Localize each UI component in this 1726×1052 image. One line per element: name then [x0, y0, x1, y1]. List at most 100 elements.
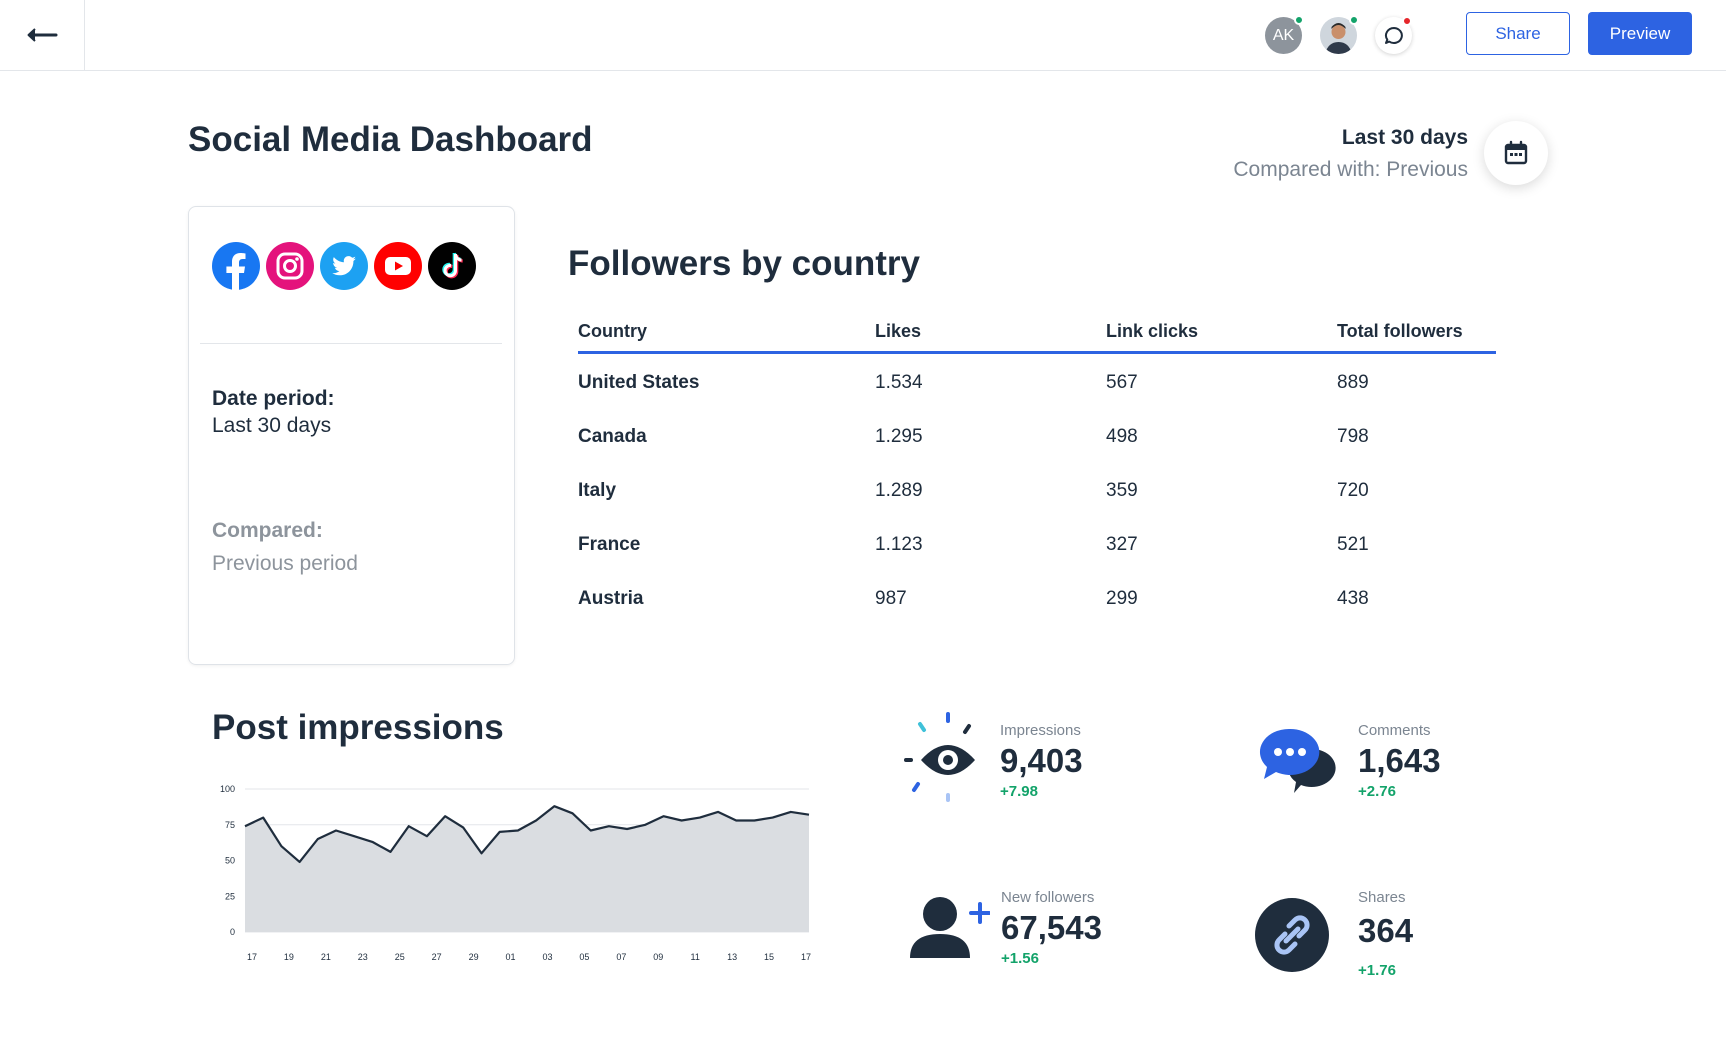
x-tick-label: 21 [321, 952, 331, 962]
top-bar: AK Share Preview [0, 0, 1726, 71]
instagram-icon[interactable] [266, 242, 314, 290]
kpi-value: 1,643 [1358, 742, 1441, 779]
cell-total-followers: 521 [1337, 534, 1369, 555]
back-button[interactable] [0, 0, 85, 70]
x-tick-label: 09 [653, 952, 663, 962]
y-tick-label: 50 [225, 856, 235, 866]
column-header-total-followers: Total followers [1337, 321, 1463, 341]
social-network-icons [212, 242, 476, 290]
cell-total-followers: 720 [1337, 480, 1369, 501]
cell-likes: 1.289 [875, 480, 923, 501]
cell-country: Canada [578, 426, 647, 447]
kpi-label: Comments [1358, 722, 1431, 739]
kpi-label: New followers [1001, 889, 1095, 906]
impressions-section-title: Post impressions [212, 708, 504, 747]
tiktok-icon[interactable] [428, 242, 476, 290]
chat-bubbles-icon [1259, 728, 1336, 793]
kpi-change: +1.76 [1358, 962, 1396, 979]
presence-online-indicator [1349, 15, 1359, 25]
cell-link-clicks: 327 [1106, 534, 1138, 555]
compared-label: Compared: [212, 519, 323, 542]
cell-likes: 1.295 [875, 426, 923, 447]
series-line [244, 805, 810, 864]
x-tick-label: 07 [616, 952, 626, 962]
y-tick-label: 100 [220, 784, 235, 794]
date-period-value: Last 30 days [212, 414, 332, 437]
cell-total-followers: 798 [1337, 426, 1369, 447]
series-area [245, 806, 809, 932]
table-row: Canada 1.295 498 798 [578, 408, 1496, 462]
kpi-change: +1.56 [1001, 950, 1039, 967]
avatar-initials: AK [1272, 26, 1295, 44]
x-tick-label: 19 [284, 952, 294, 962]
x-tick-label: 27 [432, 952, 442, 962]
page-title: Social Media Dashboard [188, 120, 593, 159]
cell-link-clicks: 498 [1106, 426, 1138, 447]
facebook-icon[interactable] [212, 242, 260, 290]
chat-bubble-icon [1384, 26, 1403, 44]
filter-card: Date period: Last 30 days Compared: Prev… [188, 206, 515, 665]
table-row: France 1.123 327 521 [578, 516, 1496, 570]
cell-total-followers: 889 [1337, 372, 1369, 393]
kpi-value: 9,403 [1000, 742, 1083, 779]
link-icon [1255, 898, 1329, 972]
kpi-new-followers: New followers 67,543 +1.56 [900, 880, 1200, 980]
twitter-icon[interactable] [320, 242, 368, 290]
x-tick-label: 01 [506, 952, 516, 962]
kpi-change: +7.98 [1000, 783, 1038, 800]
table-row: United States 1.534 567 889 [578, 354, 1496, 408]
date-range-title: Last 30 days [1341, 126, 1468, 149]
followers-section-title: Followers by country [568, 244, 920, 283]
avatar-user-photo[interactable] [1320, 15, 1359, 54]
kpi-impressions: Impressions 9,403 +7.98 [900, 712, 1200, 812]
avatar-ak[interactable]: AK [1265, 15, 1304, 54]
kpi-comments: Comments 1,643 +2.76 [1258, 712, 1558, 812]
kpi-shares: Shares 364 +1.76 [1255, 880, 1555, 990]
x-tick-label: 29 [469, 952, 479, 962]
post-impressions-chart: 0 25 50 75 100 17 19 21 23 25 27 29 01 03 05 07 09 11 13 15… [220, 784, 811, 962]
eye-icon [904, 712, 975, 802]
add-user-icon [910, 897, 990, 958]
preview-button[interactable]: Preview [1588, 12, 1692, 55]
x-tick-label: 11 [691, 952, 700, 962]
cell-likes: 1.123 [875, 534, 923, 555]
kpi-value: 67,543 [1001, 909, 1102, 946]
table-row: Italy 1.289 359 720 [578, 462, 1496, 516]
calendar-button[interactable] [1484, 121, 1548, 185]
column-header-likes: Likes [875, 321, 922, 341]
y-tick-label: 0 [230, 927, 235, 937]
calendar-icon [1504, 140, 1528, 165]
share-button[interactable]: Share [1466, 12, 1570, 55]
cell-likes: 987 [875, 588, 907, 609]
x-tick-label: 05 [579, 952, 589, 962]
x-tick-label: 25 [395, 952, 405, 962]
y-tick-label: 25 [225, 891, 235, 901]
presence-online-indicator [1294, 15, 1304, 25]
cell-link-clicks: 359 [1106, 480, 1138, 501]
table-header: Country Likes Link clicks Total follower… [578, 316, 1496, 354]
x-tick-label: 17 [801, 952, 811, 962]
cell-country: Italy [578, 480, 617, 501]
compared-value: Previous period [212, 552, 358, 575]
kpi-value: 364 [1358, 912, 1414, 949]
cell-total-followers: 438 [1337, 588, 1369, 609]
cell-country: France [578, 534, 641, 555]
cell-link-clicks: 567 [1106, 372, 1138, 393]
notification-dot [1402, 16, 1412, 26]
table-row: Austria 987 299 438 [578, 570, 1496, 624]
x-tick-label: 23 [358, 952, 368, 962]
y-tick-label: 75 [225, 820, 235, 830]
cell-country: United States [578, 372, 700, 393]
comments-button[interactable] [1375, 16, 1412, 54]
x-tick-label: 15 [764, 952, 774, 962]
date-range-compare: Compared with: Previous [1233, 158, 1468, 181]
kpi-label: Shares [1358, 889, 1406, 906]
x-tick-label: 13 [727, 952, 737, 962]
cell-country: Austria [578, 588, 644, 609]
cell-link-clicks: 299 [1106, 588, 1138, 609]
followers-table: Country Likes Link clicks Total follower… [578, 316, 1496, 624]
kpi-label: Impressions [1000, 722, 1081, 739]
youtube-icon[interactable] [374, 242, 422, 290]
arrow-left-icon [27, 28, 58, 42]
cell-likes: 1.534 [875, 372, 923, 393]
